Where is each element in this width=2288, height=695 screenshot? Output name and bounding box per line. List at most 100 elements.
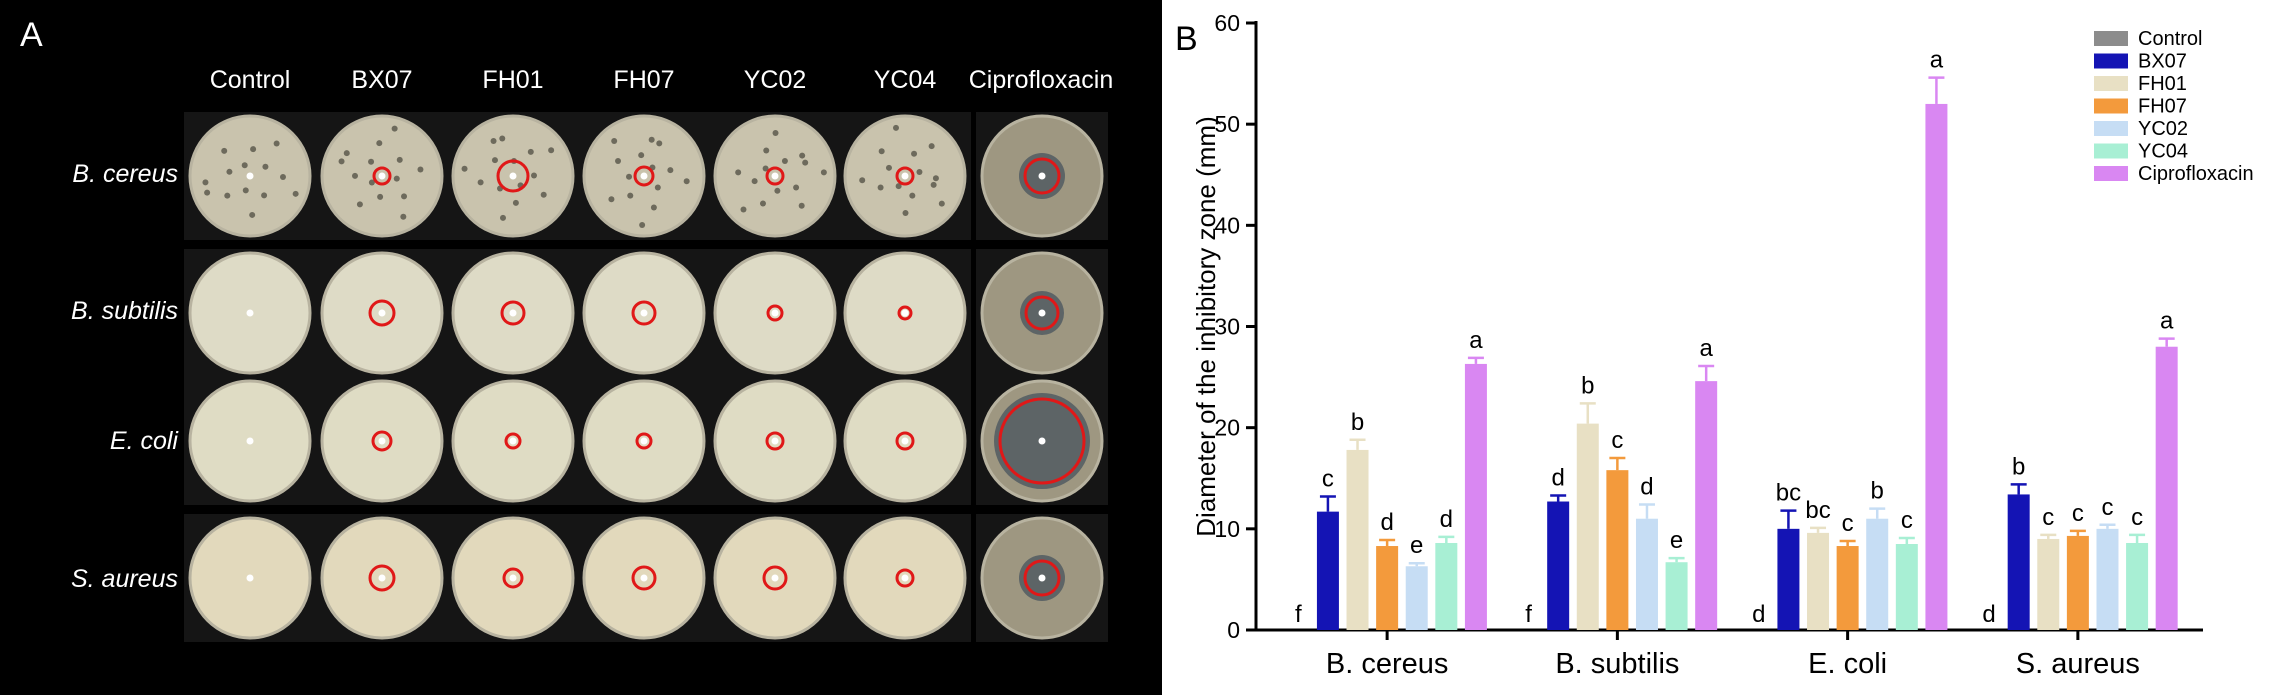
inhibition-ring	[496, 159, 530, 193]
colony	[477, 179, 484, 186]
colony	[859, 177, 866, 184]
bar-fh07	[1376, 546, 1399, 630]
plate-3-4	[709, 514, 841, 642]
legend-swatch	[2094, 98, 2128, 114]
paper-disc	[246, 309, 254, 317]
legend-label: FH01	[2138, 73, 2187, 95]
colony	[261, 192, 268, 199]
bar-fh07	[2066, 535, 2089, 630]
column-header-control: Control	[209, 66, 291, 94]
inhibition-ring	[998, 397, 1086, 485]
colony	[611, 137, 618, 144]
colony	[499, 214, 506, 221]
plate-3-5	[839, 514, 971, 642]
significance-letter: a	[1469, 327, 1483, 354]
bar-yc04	[1665, 562, 1688, 630]
plate-0-5	[839, 112, 971, 240]
plate-2-1	[316, 377, 448, 505]
legend-label: YC02	[2138, 118, 2188, 140]
significance-letter: f	[1525, 601, 1532, 628]
colony	[540, 191, 547, 198]
inhibition-ring	[631, 565, 657, 591]
bar-chart: B 0 10 20 30 40 50 60 Diameter of the inhibitory…	[1175, 10, 2254, 680]
colony	[781, 157, 788, 164]
bar-fh07	[1836, 546, 1859, 630]
colony	[751, 178, 758, 185]
inhibition-ring	[762, 565, 788, 591]
colony	[491, 157, 498, 164]
significance-letter: b	[2012, 453, 2025, 480]
y-tick-label: 20	[1214, 415, 1240, 441]
significance-letter: e	[1670, 527, 1683, 554]
colony	[393, 175, 400, 182]
significance-letter: bc	[1776, 480, 1801, 507]
colony	[820, 169, 827, 176]
inhibition-ring	[368, 564, 396, 592]
plate-0-0	[184, 112, 316, 240]
bar-ciprofloxacin	[2155, 346, 2178, 630]
significance-letter: a	[1930, 47, 1944, 74]
paper-disc	[901, 172, 909, 180]
plate-2-2	[447, 377, 579, 505]
bar-ciprofloxacin	[1695, 381, 1718, 630]
plate-2-6	[976, 377, 1108, 505]
panel-b-chart-panel: B 0 10 20 30 40 50 60 Diameter of the inhibitory…	[1175, 0, 2288, 695]
y-tick-label: 40	[1214, 212, 1240, 238]
significance-letter: d	[1982, 601, 1995, 628]
paper-disc	[378, 172, 386, 180]
panel-a-photo-grid: A Control BX07 FH01 FH07 YC02 YC04 Cipro…	[0, 0, 1162, 695]
colony	[911, 150, 918, 157]
significance-letter: f	[1295, 601, 1302, 628]
plate-3-3	[578, 514, 710, 642]
bar-fh01	[1807, 532, 1830, 630]
inhibition-ring	[765, 166, 785, 186]
panel-a-label: A	[20, 16, 43, 54]
legend-swatch	[2094, 53, 2128, 69]
colony	[352, 172, 359, 179]
colony	[878, 148, 885, 155]
inhibition-ring	[633, 165, 655, 187]
inhibition-ring	[502, 567, 524, 589]
legend-swatch	[2094, 143, 2128, 159]
legend-swatch	[2094, 166, 2128, 181]
plate-3-2	[447, 514, 579, 642]
colony	[400, 213, 407, 220]
y-tick-label: 10	[1214, 516, 1240, 542]
colony	[793, 184, 800, 191]
colony	[250, 146, 257, 153]
x-tick-label: S. aureus	[2016, 648, 2140, 680]
plate-0-4	[709, 112, 841, 240]
legend-label: Control	[2138, 28, 2202, 50]
inhibition-ring	[1023, 559, 1061, 597]
row-header-s-aureus: S. aureus	[70, 565, 178, 593]
paper-disc	[509, 309, 517, 317]
colony	[877, 184, 884, 191]
bar-ciprofloxacin	[1925, 103, 1948, 630]
plate-0-3	[578, 112, 710, 240]
legend-label: BX07	[2138, 51, 2187, 73]
plate-1-2	[447, 249, 579, 377]
inhibition-ring	[895, 431, 915, 451]
colony	[241, 162, 248, 169]
colony	[343, 150, 350, 157]
colony	[273, 140, 280, 147]
paper-disc	[509, 172, 517, 180]
inhibition-ring	[765, 431, 785, 451]
inhibition-ring	[1023, 157, 1061, 195]
colony	[608, 196, 615, 203]
paper-disc	[509, 437, 517, 445]
legend-swatch	[2094, 31, 2128, 46]
colony	[735, 169, 742, 176]
significance-letter: c	[2131, 504, 2143, 531]
bar-yc02	[1405, 566, 1428, 630]
colony	[368, 158, 375, 165]
colony	[356, 201, 363, 208]
bar-yc02	[1866, 518, 1889, 630]
paper-disc	[901, 574, 909, 582]
colony	[916, 168, 923, 175]
y-axis-title: Diameter of the inhibitory zone (mm)	[1191, 116, 1221, 536]
bar-yc04	[2126, 542, 2149, 630]
significance-letter: d	[1380, 509, 1393, 536]
y-tick-label: 30	[1214, 314, 1240, 340]
colony	[499, 135, 506, 142]
